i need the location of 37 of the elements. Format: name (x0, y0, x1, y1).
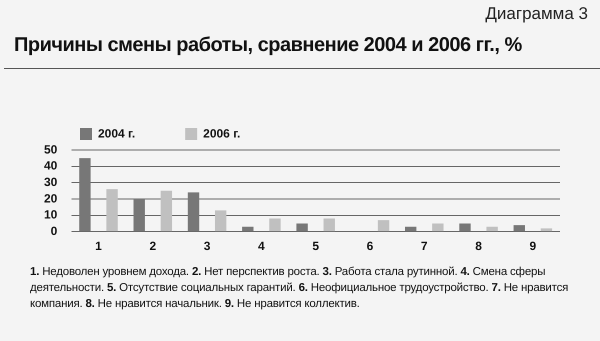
x-tick-label: 4 (258, 239, 266, 254)
x-tick-label: 1 (95, 239, 102, 254)
x-tick-label: 9 (530, 239, 537, 254)
bar (296, 223, 308, 232)
x-tick-label: 3 (204, 239, 211, 254)
x-tick-label: 2 (149, 239, 156, 254)
x-tick-label: 5 (312, 239, 320, 254)
bar (79, 158, 91, 232)
x-tick-label: 8 (475, 239, 482, 254)
bar (134, 198, 145, 232)
bar (514, 225, 525, 232)
chart-subtitle: Диаграмма 3 (485, 4, 588, 24)
bar (432, 223, 444, 232)
bar (106, 189, 118, 232)
chart-title: Причины смены работы, сравнение 2004 и 2006 гг., % (14, 34, 522, 57)
bar (404, 226, 416, 232)
text: 1. Недоволен уровнем дохода. 2. Нет перспектив роста. 3. Работа стала рутинной. 4. Смена сферы деятельности. 5. Отсутствие социальных гарантий. 6. Неофициальное трудоустройство. 7. Не нравится компания. 8. Не нравится начальник. 9. Не нравится коллектив. (30, 266, 568, 310)
bar (459, 223, 471, 232)
x-tick-label: 7 (420, 239, 428, 254)
bar (188, 192, 200, 232)
bar (242, 226, 254, 232)
bar (540, 228, 552, 232)
bar (160, 190, 172, 232)
x-tick-label: 6 (366, 239, 374, 254)
y-tick-label: 40 (44, 158, 58, 173)
bar (378, 220, 390, 232)
bar (269, 218, 281, 232)
y-tick-label: 50 (44, 142, 58, 156)
y-tick-label: 10 (44, 208, 58, 222)
bar (486, 226, 498, 232)
legend-label: 2006 г. (203, 126, 240, 140)
y-tick-label: 0 (50, 224, 58, 238)
legend-label: 2004 г. (98, 126, 136, 140)
y-tick-label: 20 (44, 191, 58, 206)
bar (324, 218, 335, 232)
bar (214, 210, 226, 232)
y-tick-label: 30 (44, 174, 58, 189)
